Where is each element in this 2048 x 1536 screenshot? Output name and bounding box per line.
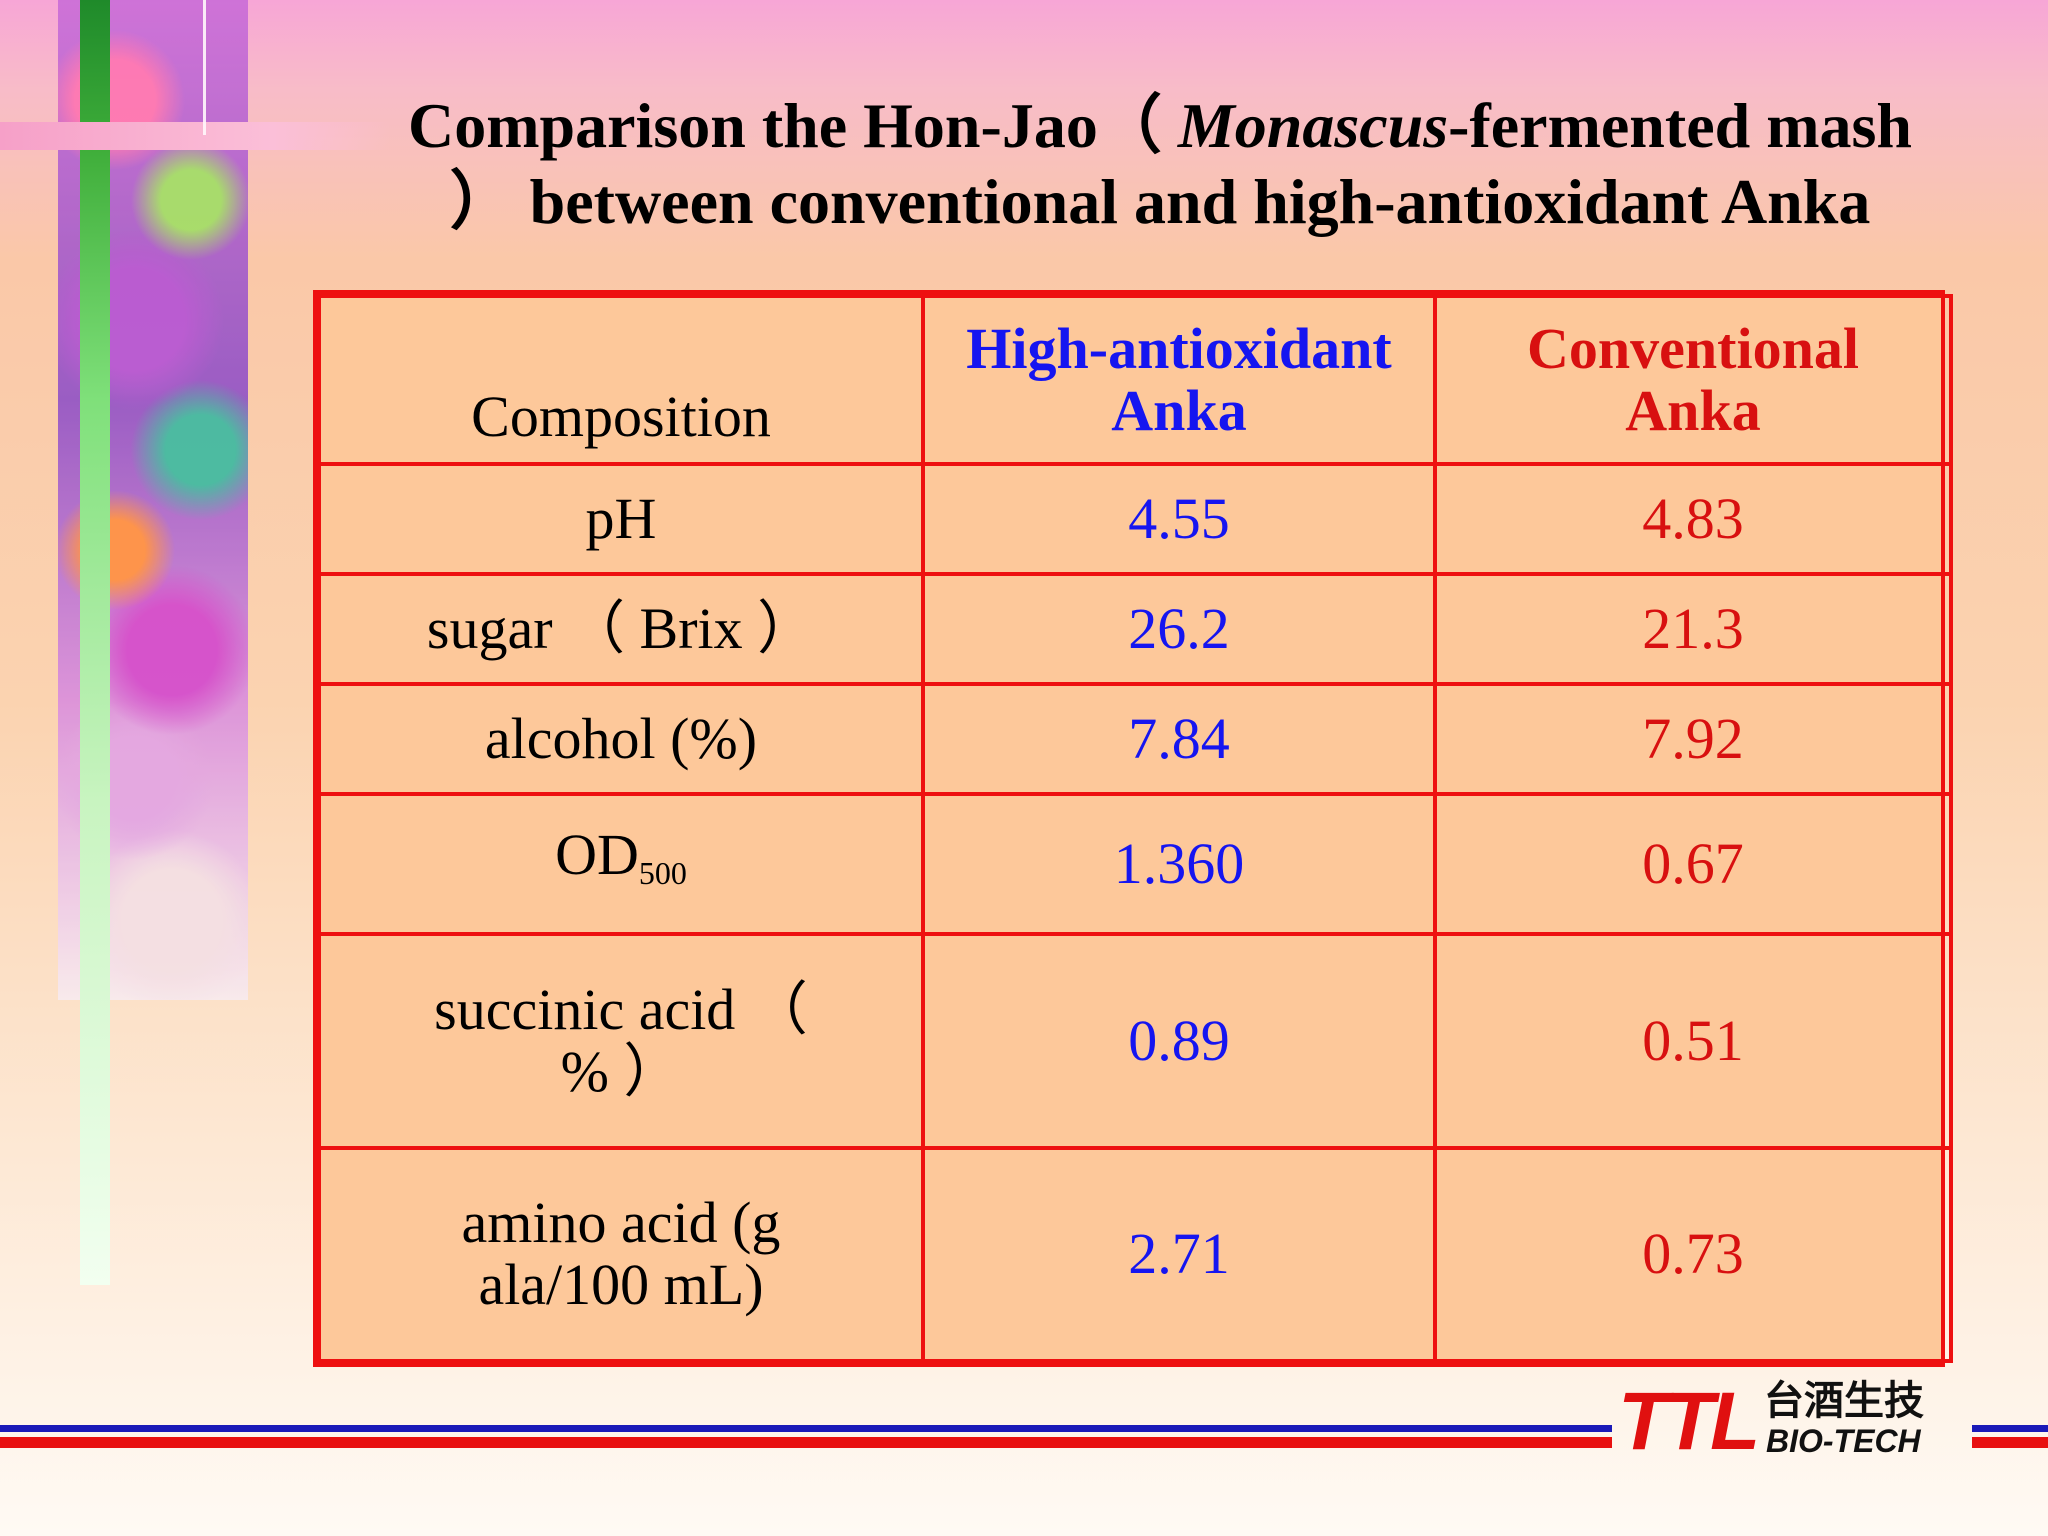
- cell-high-amino-acid: 2.71: [921, 1145, 1437, 1364]
- table-row: amino acid (g ala/100 mL) 2.71 0.73: [317, 1145, 1953, 1364]
- table-row: sugar （ Brix ） 26.2 21.3: [317, 572, 1953, 687]
- row-label-sugar: sugar （ Brix ）: [317, 572, 925, 687]
- decorative-pink-bar: [0, 122, 390, 150]
- cell-high-alcohol: 7.84: [921, 682, 1437, 797]
- comparison-table: Composition High-antioxidant Anka Conven…: [313, 290, 1953, 1367]
- od-main: OD: [555, 822, 639, 888]
- cell-conventional-amino-acid: 0.73: [1433, 1145, 1953, 1364]
- cell-conventional-succinic-acid: 0.51: [1433, 932, 1953, 1150]
- cell-conventional-ph: 4.83: [1433, 461, 1953, 577]
- footer-blue-line-right: [1972, 1425, 2048, 1432]
- header-high-antioxidant: High-antioxidant Anka: [921, 294, 1437, 466]
- row-label-ph: pH: [317, 461, 925, 577]
- cell-conventional-sugar: 21.3: [1433, 572, 1953, 687]
- row-label-od: OD500: [317, 792, 925, 937]
- cell-conventional-alcohol: 7.92: [1433, 682, 1953, 797]
- decorative-green-bar: [80, 0, 110, 1285]
- footer-red-line: [0, 1437, 1612, 1448]
- cell-high-od: 1.360: [921, 792, 1437, 937]
- footer-blue-line: [0, 1425, 1612, 1432]
- company-logo: TTL 台酒生技 BIO-TECH: [1618, 1378, 1978, 1463]
- footer-red-line-right: [1972, 1437, 2048, 1448]
- logo-english-name: BIO-TECH: [1766, 1423, 1921, 1459]
- table-row: pH 4.55 4.83: [317, 461, 1953, 577]
- cell-high-ph: 4.55: [921, 461, 1437, 577]
- decorative-thin-line: [203, 0, 206, 135]
- title-italic-word: Monascus: [1177, 90, 1449, 161]
- header-composition: Composition: [317, 294, 925, 466]
- cell-conventional-od: 0.67: [1433, 792, 1953, 937]
- table-row: OD500 1.360 0.67: [317, 792, 1953, 937]
- cell-high-sugar: 26.2: [921, 572, 1437, 687]
- row-label-amino-acid: amino acid (g ala/100 mL): [317, 1145, 925, 1364]
- header-conventional: Conventional Anka: [1433, 294, 1953, 466]
- row-label-alcohol: alcohol (%): [317, 682, 925, 797]
- table-row: alcohol (%) 7.84 7.92: [317, 682, 1953, 797]
- slide-title: Comparison the Hon-Jao（ Monascus-ferment…: [370, 88, 1950, 240]
- title-text-start: Comparison the Hon-Jao（: [408, 90, 1178, 161]
- cell-high-succinic-acid: 0.89: [921, 932, 1437, 1150]
- logo-mark: TTL: [1618, 1376, 1760, 1467]
- title-text-end: -fermented mash ） between conventional a…: [449, 90, 1912, 237]
- table-row: succinic acid （ % ） 0.89 0.51: [317, 932, 1953, 1150]
- table-header-row: Composition High-antioxidant Anka Conven…: [317, 294, 1953, 466]
- od-subscript: 500: [638, 855, 687, 892]
- logo-chinese-name: 台酒生技: [1764, 1378, 1924, 1424]
- row-label-succinic-acid: succinic acid （ % ）: [317, 932, 925, 1150]
